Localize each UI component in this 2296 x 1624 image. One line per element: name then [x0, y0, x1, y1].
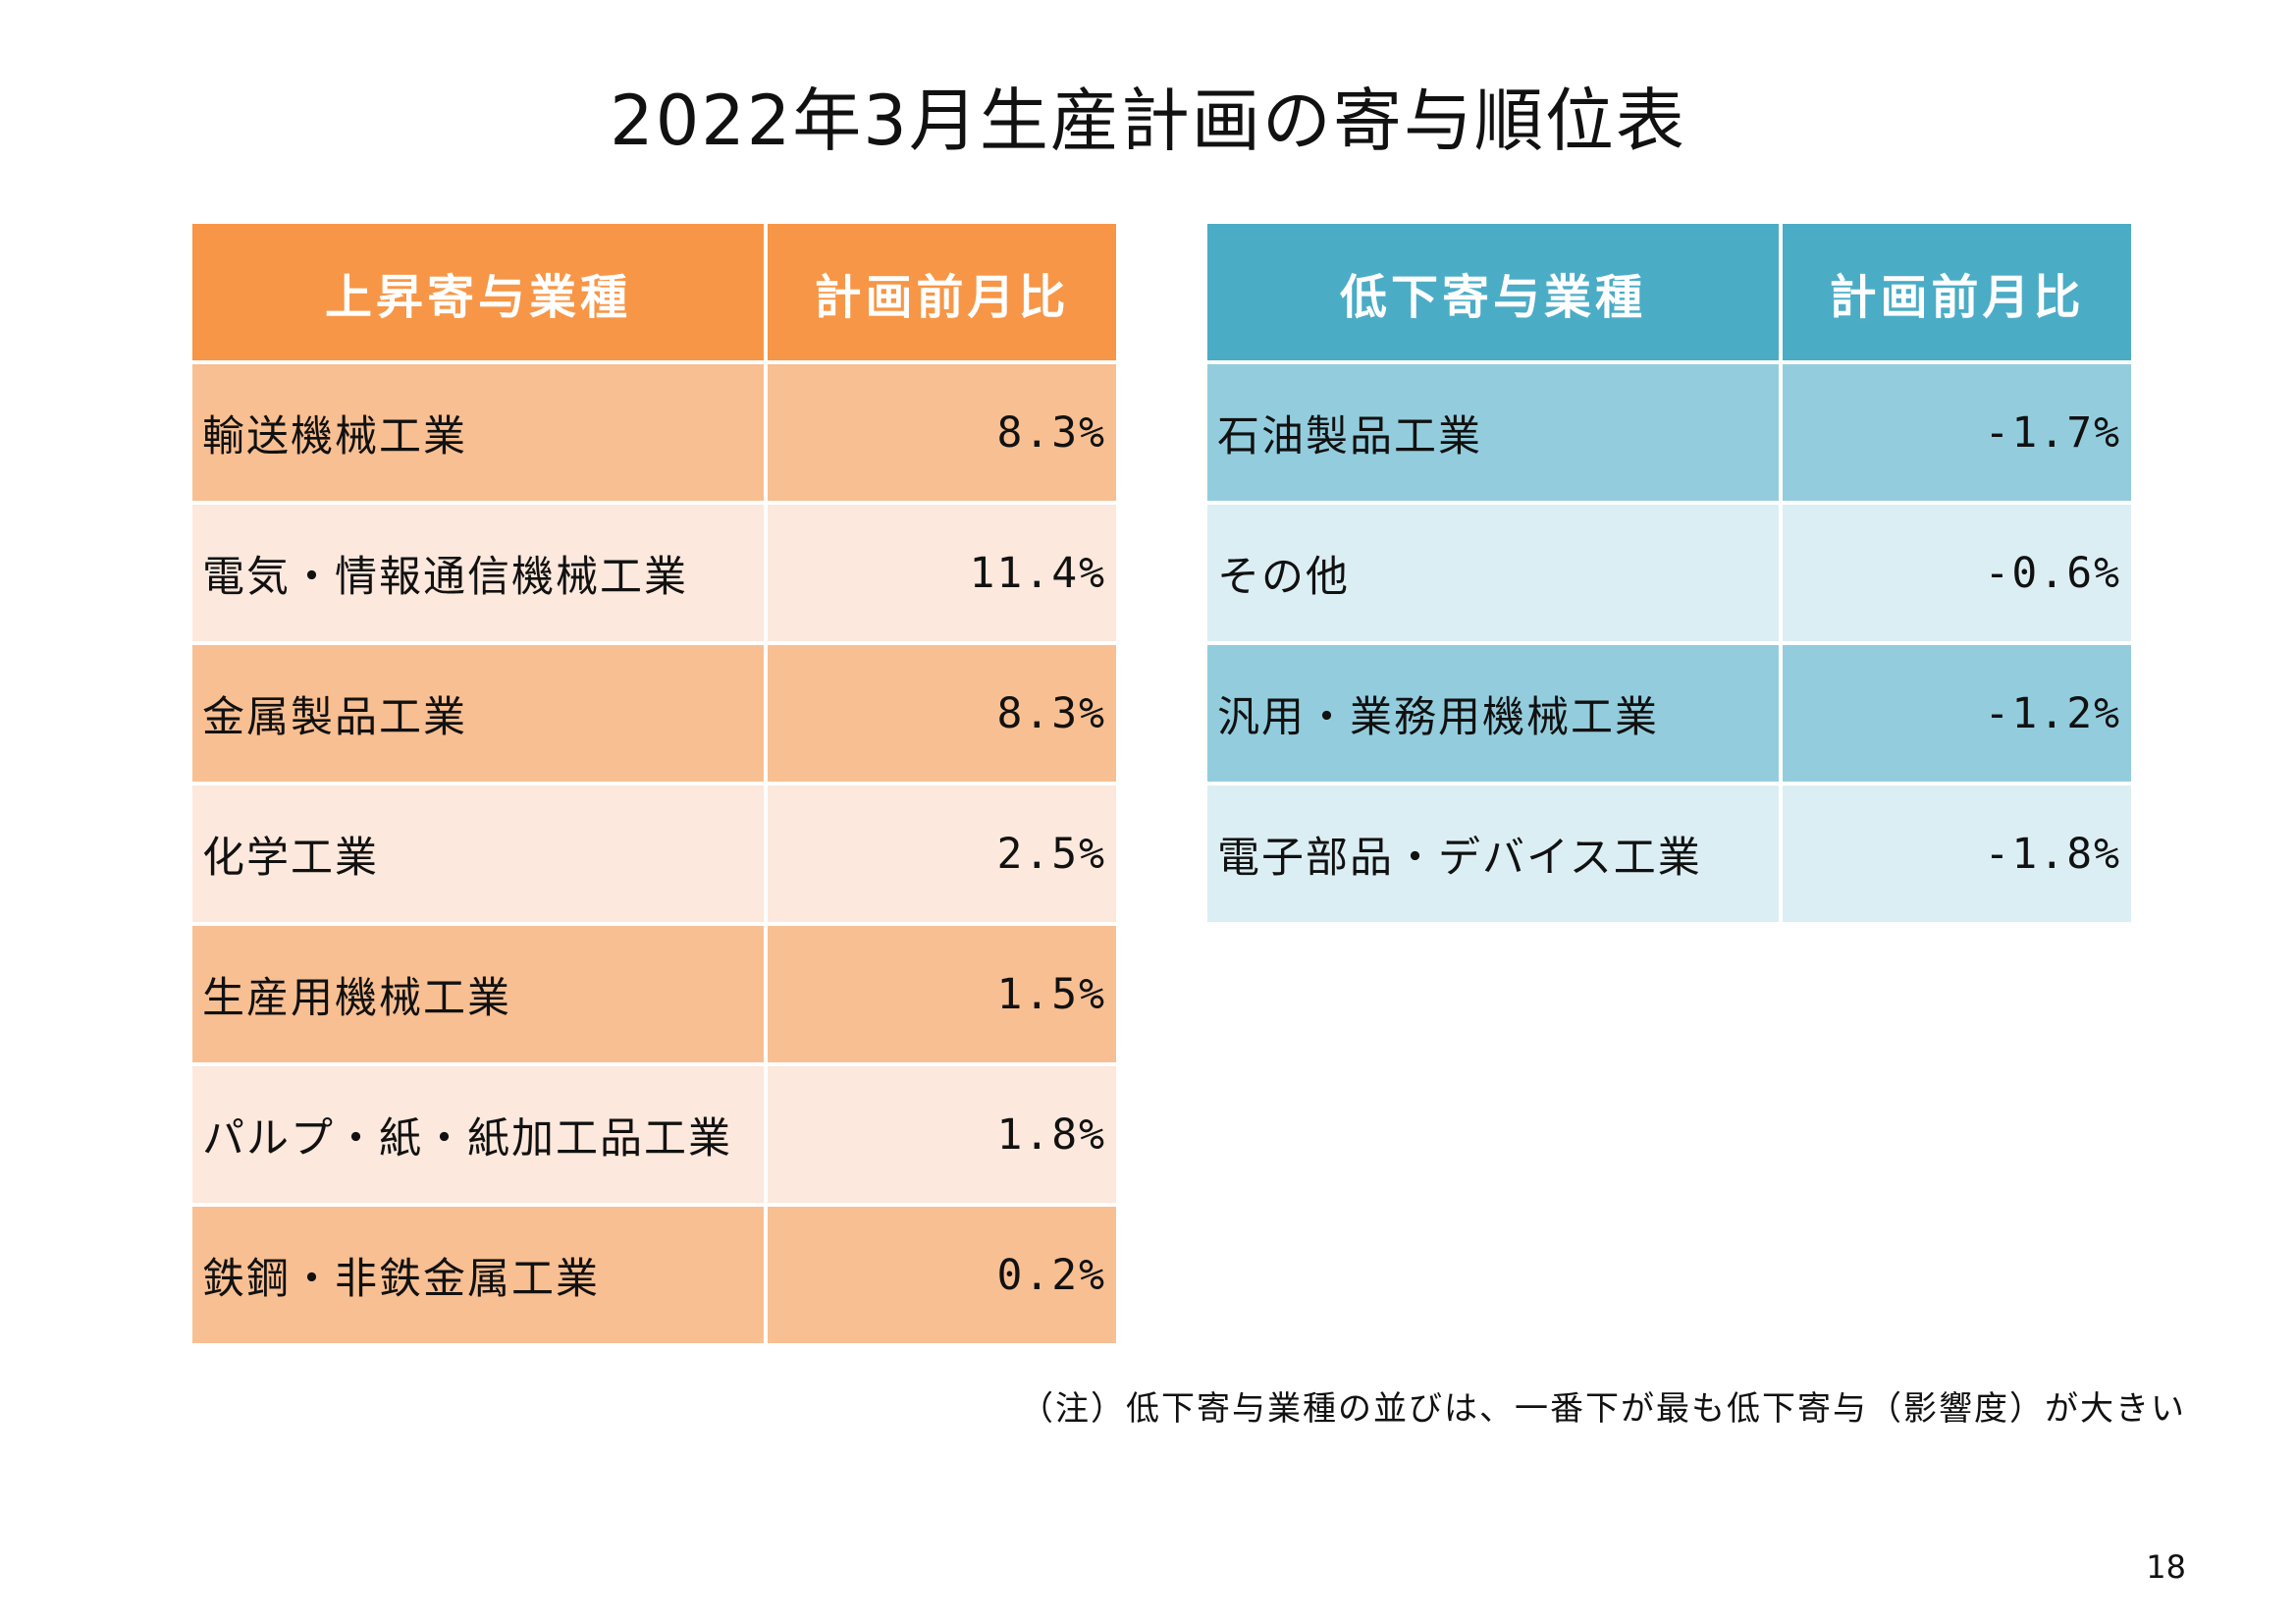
ratio-value: 0.2% [764, 1203, 1120, 1347]
industry-name: 鉄鋼・非鉄金属工業 [188, 1203, 768, 1347]
page-title: 2022年3月生産計画の寄与順位表 [610, 81, 1686, 161]
table-row: その他 -0.6% [1203, 501, 2135, 645]
table-row: 輸送機械工業 8.3% [188, 360, 1120, 505]
table-row: 電子部品・デバイス工業 -1.8% [1203, 782, 2135, 926]
table-row: 石油製品工業 -1.7% [1203, 360, 2135, 505]
header-rising-industry: 上昇寄与業種 [188, 220, 768, 364]
header-falling-ratio: 計画前月比 [1779, 220, 2135, 364]
footnote: （注）低下寄与業種の並びは、一番下が最も低下寄与（影響度）が大きい [1020, 1389, 2186, 1429]
table-row: 化学工業 2.5% [188, 782, 1120, 926]
industry-name: 輸送機械工業 [188, 360, 768, 505]
ratio-value: 8.3% [764, 641, 1120, 785]
industry-name: 生産用機械工業 [188, 922, 768, 1066]
table-row: 汎用・業務用機械工業 -1.2% [1203, 641, 2135, 785]
table-row: パルプ・紙・紙加工品工業 1.8% [188, 1062, 1120, 1207]
ratio-value: 1.5% [764, 922, 1120, 1066]
ratio-value: 8.3% [764, 360, 1120, 505]
table-row: 金属製品工業 8.3% [188, 641, 1120, 785]
table-row: 生産用機械工業 1.5% [188, 922, 1120, 1066]
header-falling-industry: 低下寄与業種 [1203, 220, 1783, 364]
falling-contribution-table: 低下寄与業種 計画前月比 石油製品工業 -1.7% その他 -0.6% 汎用・業… [1203, 220, 2135, 926]
ratio-value: -1.2% [1779, 641, 2135, 785]
industry-name: 石油製品工業 [1203, 360, 1783, 505]
industry-name: その他 [1203, 501, 1783, 645]
ratio-value: 11.4% [764, 501, 1120, 645]
industry-name: 電子部品・デバイス工業 [1203, 782, 1783, 926]
ratio-value: -1.7% [1779, 360, 2135, 505]
table-header-row: 低下寄与業種 計画前月比 [1203, 220, 2135, 364]
page-number: 18 [2146, 1548, 2186, 1586]
ratio-value: -1.8% [1779, 782, 2135, 926]
industry-name: 金属製品工業 [188, 641, 768, 785]
industry-name: 電気・情報通信機械工業 [188, 501, 768, 645]
ratio-value: 1.8% [764, 1062, 1120, 1207]
table-header-row: 上昇寄与業種 計画前月比 [188, 220, 1120, 364]
industry-name: パルプ・紙・紙加工品工業 [188, 1062, 768, 1207]
industry-name: 汎用・業務用機械工業 [1203, 641, 1783, 785]
ratio-value: -0.6% [1779, 501, 2135, 645]
table-row: 電気・情報通信機械工業 11.4% [188, 501, 1120, 645]
industry-name: 化学工業 [188, 782, 768, 926]
table-row: 鉄鋼・非鉄金属工業 0.2% [188, 1203, 1120, 1347]
ratio-value: 2.5% [764, 782, 1120, 926]
header-rising-ratio: 計画前月比 [764, 220, 1120, 364]
rising-contribution-table: 上昇寄与業種 計画前月比 輸送機械工業 8.3% 電気・情報通信機械工業 11.… [188, 220, 1120, 1347]
